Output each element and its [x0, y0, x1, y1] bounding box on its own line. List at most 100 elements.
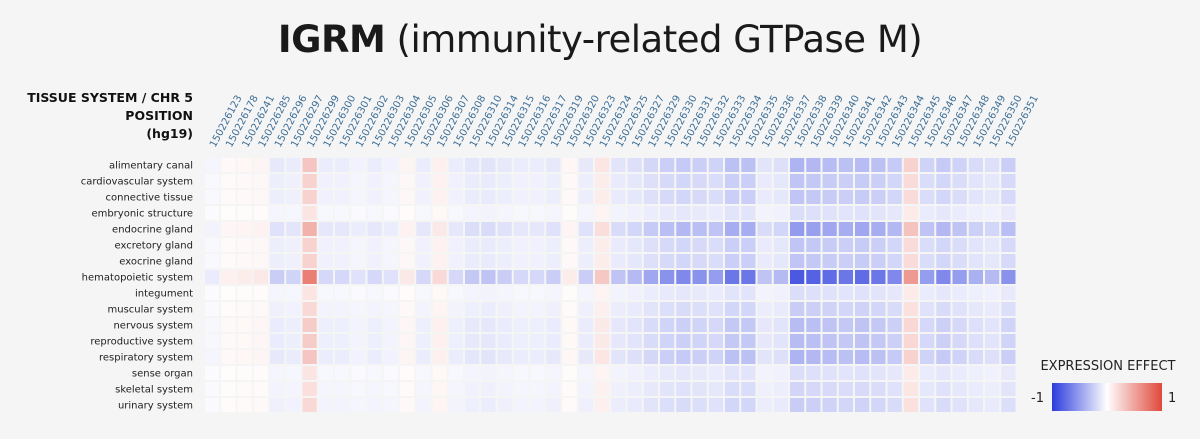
heatmap-cell [481, 302, 496, 316]
heatmap-cell [985, 302, 1000, 316]
heatmap-cell [497, 350, 512, 364]
axis-header: TISSUE SYSTEM / CHR 5 POSITION (hg19) [27, 89, 193, 143]
heatmap-cell [465, 302, 480, 316]
heatmap-cell [985, 398, 1000, 412]
heatmap-cell [838, 382, 853, 396]
heatmap-cell [335, 318, 350, 332]
heatmap-cell [416, 366, 431, 380]
heatmap-cell [806, 206, 821, 220]
heatmap-cell [253, 318, 268, 332]
heatmap-cell [465, 190, 480, 204]
heatmap-cell [692, 302, 707, 316]
heatmap-cell [757, 254, 772, 268]
heatmap-cell [757, 270, 772, 284]
heatmap-cell [221, 238, 236, 252]
heatmap-cell [660, 302, 675, 316]
heatmap-cell [838, 334, 853, 348]
heatmap-cell [237, 302, 252, 316]
heatmap-cell [757, 286, 772, 300]
heatmap-cell [855, 270, 870, 284]
heatmap-cell [627, 222, 642, 236]
heatmap-cell [708, 238, 723, 252]
heatmap-cell [302, 270, 317, 284]
heatmap-cell [286, 206, 301, 220]
heatmap-cell [465, 382, 480, 396]
heatmap-cell [773, 286, 788, 300]
heatmap-cell [448, 222, 463, 236]
heatmap-cell [400, 238, 415, 252]
heatmap-cell [318, 398, 333, 412]
heatmap-cell [855, 334, 870, 348]
row-label: hematopoietic system [82, 273, 193, 284]
heatmap-cell [627, 158, 642, 172]
heatmap-cell [822, 254, 837, 268]
heatmap-cell [887, 222, 902, 236]
heatmap-cell [432, 302, 447, 316]
heatmap-cell [513, 190, 528, 204]
heatmap-cell [611, 190, 626, 204]
heatmap-cell [741, 398, 756, 412]
heatmap-cell [546, 334, 561, 348]
heatmap-cell [465, 206, 480, 220]
heatmap-cell [335, 334, 350, 348]
heatmap-cell [1001, 318, 1016, 332]
heatmap-cell [481, 254, 496, 268]
heatmap-cell [530, 270, 545, 284]
heatmap-cell [286, 222, 301, 236]
heatmap-cell [871, 286, 886, 300]
heatmap-cell [968, 398, 983, 412]
heatmap-cell [530, 190, 545, 204]
heatmap-cell [221, 382, 236, 396]
heatmap-cell [985, 174, 1000, 188]
heatmap-cell [302, 190, 317, 204]
heatmap-cell [205, 318, 220, 332]
heatmap-cell [968, 222, 983, 236]
heatmap-cell [838, 222, 853, 236]
heatmap-cell [627, 318, 642, 332]
heatmap-cell [985, 270, 1000, 284]
heatmap-cell [952, 366, 967, 380]
heatmap-cell [578, 302, 593, 316]
heatmap-cell [335, 206, 350, 220]
heatmap-cell [416, 206, 431, 220]
heatmap-cell [757, 190, 772, 204]
heatmap-cell [513, 334, 528, 348]
heatmap-cell [530, 350, 545, 364]
heatmap-cell [855, 174, 870, 188]
heatmap-cell [903, 206, 918, 220]
gene-name: (immunity-related GTPase M) [385, 18, 923, 61]
heatmap-cell [1001, 286, 1016, 300]
axis-header-line-1: TISSUE SYSTEM / CHR 5 [27, 90, 193, 105]
heatmap-cell [465, 318, 480, 332]
heatmap-cell [530, 318, 545, 332]
row-label: reproductive system [90, 337, 193, 348]
heatmap-cell [562, 350, 577, 364]
heatmap-cell [725, 254, 740, 268]
heatmap-cell [432, 334, 447, 348]
heatmap-cell [465, 238, 480, 252]
heatmap-cell [270, 366, 285, 380]
heatmap-cell [237, 334, 252, 348]
heatmap-cell [773, 350, 788, 364]
heatmap-cell [676, 254, 691, 268]
heatmap-cell [708, 254, 723, 268]
heatmap-cell [367, 302, 382, 316]
heatmap-cell [448, 286, 463, 300]
heatmap-cell [920, 190, 935, 204]
heatmap-cell [302, 254, 317, 268]
heatmap-cell [513, 238, 528, 252]
legend-title: EXPRESSION EFFECT [1040, 359, 1175, 374]
heatmap-cell [383, 158, 398, 172]
heatmap-cell [237, 206, 252, 220]
heatmap-cell [383, 334, 398, 348]
row-label: endocrine gland [112, 225, 193, 236]
heatmap-cell [351, 206, 366, 220]
heatmap-cell [497, 318, 512, 332]
heatmap-cell [1001, 238, 1016, 252]
heatmap-cell [253, 206, 268, 220]
heatmap-cell [806, 318, 821, 332]
heatmap-cell [253, 254, 268, 268]
heatmap-cell [692, 286, 707, 300]
heatmap-cell [968, 206, 983, 220]
heatmap-cell [562, 158, 577, 172]
